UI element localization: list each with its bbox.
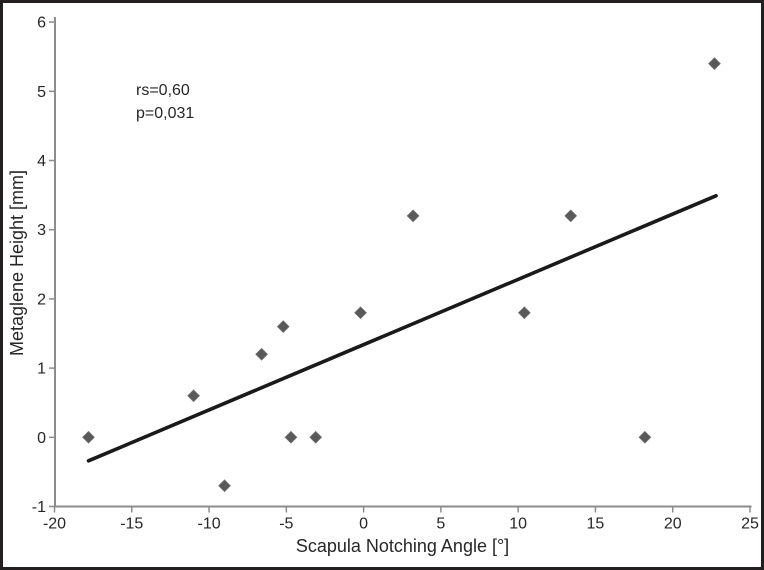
data-point-diamond <box>82 430 95 444</box>
data-point-diamond <box>708 57 721 70</box>
y-tick-label: 3 <box>37 222 46 239</box>
data-point-diamond <box>406 209 420 223</box>
y-axis-title: Metaglene Height [mm] <box>7 169 27 357</box>
y-tick-label: 1 <box>37 361 46 378</box>
y-tick-label: -1 <box>32 499 46 516</box>
x-tick-label: -10 <box>197 516 220 533</box>
p-value: p=0,031 <box>136 105 195 122</box>
rs-value: rs=0,60 <box>136 82 190 99</box>
x-tick-label: 15 <box>587 516 605 533</box>
data-point-diamond <box>638 430 652 444</box>
data-point-diamond <box>187 389 200 403</box>
data-point-diamond <box>276 320 290 333</box>
x-tick-label: -5 <box>279 516 293 533</box>
data-point-diamond <box>218 479 231 493</box>
data-point-diamond <box>354 306 367 320</box>
x-tick-label: -15 <box>120 516 143 533</box>
data-point-diamond <box>517 306 531 320</box>
x-tick-label: 20 <box>664 516 682 533</box>
x-axis-title: Scapula Notching Angle [°] <box>295 536 510 556</box>
x-tick-label: 25 <box>741 516 759 533</box>
x-tick-label: 5 <box>436 516 445 533</box>
data-point-diamond <box>284 430 298 444</box>
data-point-diamond <box>309 430 323 444</box>
trend-line <box>86 193 718 463</box>
y-tick-label: 0 <box>37 430 46 447</box>
y-tick-label: 5 <box>37 84 46 101</box>
y-tick-label: 2 <box>37 291 46 308</box>
data-point-diamond <box>564 209 578 223</box>
x-tick-label: 0 <box>359 516 368 533</box>
y-tick-label: 6 <box>37 15 46 32</box>
y-tick-label: 4 <box>37 153 46 170</box>
x-tick-label: 10 <box>509 516 527 533</box>
x-tick-label: -20 <box>43 516 66 533</box>
correlation-annotation: rs=0,60 p=0,031 <box>136 79 194 125</box>
data-point-diamond <box>255 347 268 361</box>
